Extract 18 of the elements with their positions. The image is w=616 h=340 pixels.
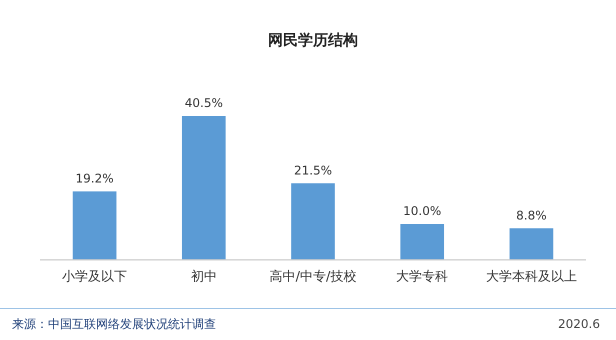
source-note: 来源：中国互联网络发展状况统计调查 bbox=[12, 317, 216, 332]
text: 2020.6 bbox=[558, 317, 600, 332]
bar bbox=[510, 228, 554, 260]
x-tick-label: 高中/中专/技校 bbox=[270, 268, 356, 285]
bar bbox=[400, 224, 444, 260]
chart-title: 网民学历结构 bbox=[268, 30, 358, 49]
data-label: 10.0% bbox=[403, 204, 442, 218]
data-label: 40.5% bbox=[184, 96, 223, 110]
data-label: 8.8% bbox=[516, 208, 547, 222]
x-tick-label: 大学专科 bbox=[396, 270, 448, 285]
bar bbox=[182, 116, 226, 260]
x-tick-label: 小学及以下 bbox=[62, 270, 128, 285]
x-tick-label: 大学本科及以上 bbox=[486, 270, 577, 285]
bar bbox=[72, 191, 116, 260]
bar bbox=[291, 183, 335, 260]
data-label: 19.2% bbox=[76, 172, 114, 186]
x-tick-label: 初中 bbox=[190, 270, 217, 285]
data-label: 21.5% bbox=[294, 163, 332, 178]
